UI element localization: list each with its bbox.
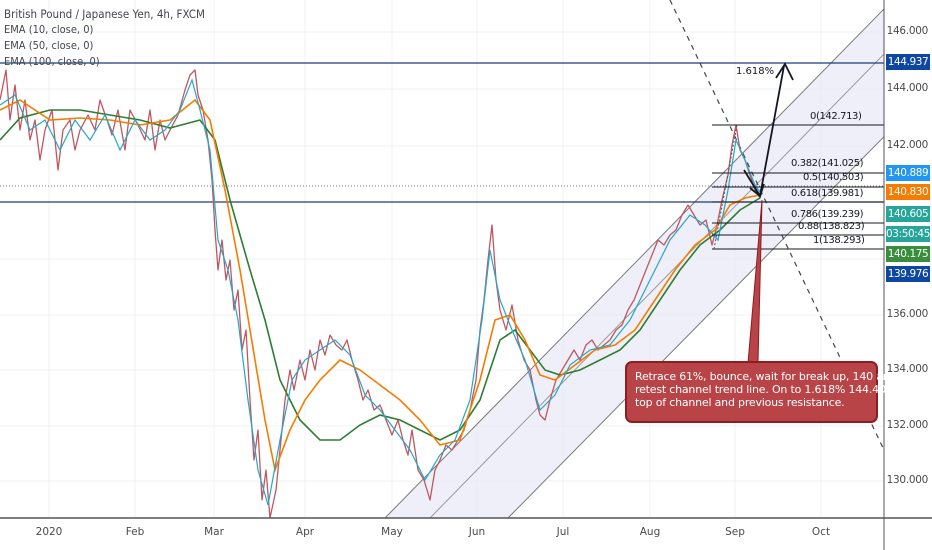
price-tick: 136.000 <box>886 308 929 320</box>
time-tick: May <box>381 526 403 538</box>
price-tick: 132.000 <box>886 419 929 431</box>
fib-level-label: 0.618(139.981) <box>791 188 864 199</box>
ema-10-line <box>0 78 763 506</box>
callout-line: Retrace 61%, bounce, wait for break up, … <box>635 370 904 383</box>
price-tag-last-price: 140.605 <box>886 206 930 222</box>
price-tick: 146.000 <box>886 25 929 37</box>
time-tick: Apr <box>295 526 315 538</box>
callout-line: top of channel and previous resistance. <box>635 396 845 409</box>
fib-level-label: 0.786(139.239) <box>791 209 864 220</box>
indicator-ema-10[interactable]: EMA (10, close, 0) <box>4 23 94 36</box>
time-tick: Aug <box>639 526 661 538</box>
callout-line: retest channel trend line. On to 1.618% … <box>635 383 886 396</box>
ema-100-line <box>0 109 761 441</box>
fib-extension-label: 1.618% <box>736 66 775 77</box>
time-tick: Mar <box>204 526 224 538</box>
price-tick: 130.000 <box>886 474 929 486</box>
ema-50-line <box>0 98 761 473</box>
price-tick: 134.000 <box>886 363 929 375</box>
symbol-title[interactable]: British Pound / Japanese Yen, 4h, FXCM <box>4 7 205 21</box>
fib-retracement[interactable] <box>712 124 884 250</box>
fib-level-label: 0(142.713) <box>810 111 862 122</box>
time-tick: Feb <box>125 526 145 538</box>
time-tick: Jun <box>468 526 486 538</box>
dashed-trendline[interactable] <box>669 0 884 451</box>
bar-countdown: 03:50:45 <box>886 226 930 242</box>
price-tag-resistance: 144.937 <box>886 54 930 70</box>
price-tick: 144.000 <box>886 82 929 94</box>
projection-arrows[interactable] <box>743 62 794 199</box>
indicator-ema-50[interactable]: EMA (50, close, 0) <box>4 39 94 52</box>
price-tag-support: 139.976 <box>886 266 930 282</box>
chart-legend: British Pound / Japanese Yen, 4h, FXCM E… <box>4 6 205 70</box>
time-tick: Oct <box>811 526 831 538</box>
channel-upper-line[interactable] <box>384 0 932 518</box>
fib-level-label: 0.88(138.823) <box>798 221 865 232</box>
price-tag-ema-50: 140.830 <box>886 184 930 200</box>
indicator-ema-100[interactable]: EMA (100, close, 0) <box>4 55 100 68</box>
price-tag-ema-100: 140.175 <box>886 246 930 262</box>
time-tick: Sep <box>725 526 745 538</box>
annotation-callout[interactable]: Retrace 61%, bounce, wait for break up, … <box>625 361 904 423</box>
price-tag-ema-10: 140.889 <box>886 165 930 181</box>
channel-lower-line[interactable] <box>507 88 932 518</box>
time-tick: 2020 <box>35 526 63 538</box>
fib-level-label: 0.5(140.503) <box>803 172 864 183</box>
fib-level-label: 1(138.293) <box>813 235 865 246</box>
price-tick: 142.000 <box>886 139 929 151</box>
fib-level-label: 0.382(141.025) <box>791 158 864 169</box>
time-tick: Jul <box>556 526 570 538</box>
